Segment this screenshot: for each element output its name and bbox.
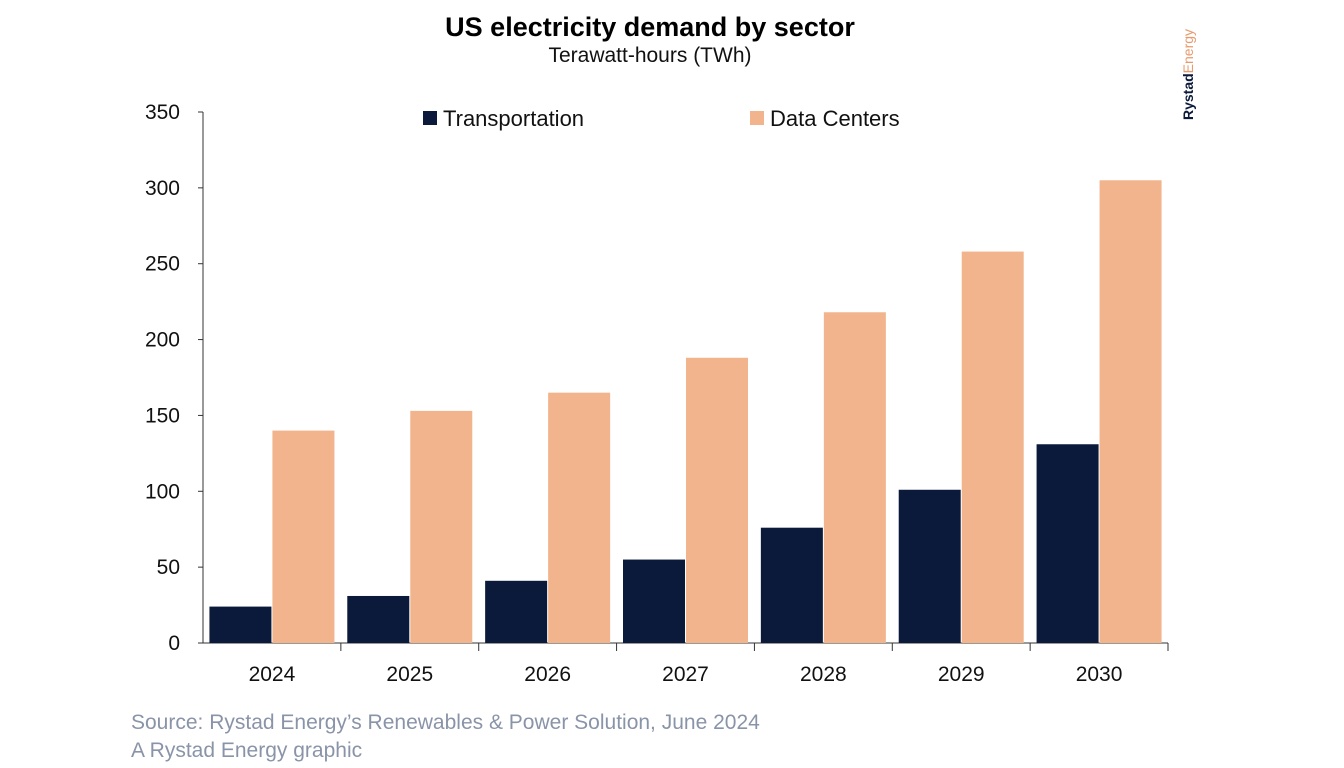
bar-transportation-2027 <box>623 559 685 643</box>
legend-swatch <box>423 111 437 125</box>
bar-data-centers-2029 <box>961 251 1024 643</box>
y-tick-label: 0 <box>168 632 180 655</box>
legend: Transportation Data Centers <box>423 106 900 131</box>
chart-title: US electricity demand by sector <box>445 12 855 42</box>
bar-transportation-2029 <box>898 489 961 643</box>
y-tick-label: 350 <box>145 101 180 124</box>
legend-label: Data Centers <box>770 106 900 131</box>
x-tick-label: 2029 <box>938 663 985 686</box>
legend-label: Transportation <box>443 106 584 131</box>
bar-transportation-2025 <box>347 595 410 643</box>
bar-transportation-2026 <box>485 580 548 643</box>
y-tick-label: 200 <box>145 329 180 352</box>
bar-data-centers-2026 <box>548 392 611 643</box>
svg-text:RystadEnergy: RystadEnergy <box>1180 29 1196 120</box>
x-tick-label: 2030 <box>1076 663 1123 686</box>
bar-data-centers-2030 <box>1099 180 1162 643</box>
y-tick-label: 150 <box>145 404 180 427</box>
rystad-logo: RystadEnergy <box>1180 29 1196 120</box>
x-tick-label: 2027 <box>662 663 709 686</box>
bar-data-centers-2024 <box>272 430 335 643</box>
y-tick-label: 50 <box>157 556 180 579</box>
bar-transportation-2030 <box>1036 444 1099 643</box>
axes: 0 50 100 150 200 250 300 350 2024 2025 2026 2027 202… <box>145 101 1169 686</box>
y-tick-label: 100 <box>145 480 180 503</box>
bar-transportation-2024 <box>209 606 272 643</box>
credit-note: A Rystad Energy graphic <box>131 739 362 762</box>
chart-subtitle: Terawatt-hours (TWh) <box>548 44 751 67</box>
x-tick-label: 2028 <box>800 663 847 686</box>
bar-transportation-2028 <box>760 527 823 643</box>
legend-swatch <box>750 111 764 125</box>
bars <box>209 180 1162 643</box>
x-tick-label: 2025 <box>386 663 433 686</box>
bar-data-centers-2025 <box>410 410 473 643</box>
source-note: Source: Rystad Energy’s Renewables & Pow… <box>131 711 760 734</box>
bar-data-centers-2028 <box>823 312 886 643</box>
y-tick-label: 300 <box>145 177 180 200</box>
x-tick-label: 2026 <box>524 663 571 686</box>
x-tick-label: 2024 <box>249 663 296 686</box>
y-tick-label: 250 <box>145 253 180 276</box>
bar-data-centers-2027 <box>686 357 748 643</box>
